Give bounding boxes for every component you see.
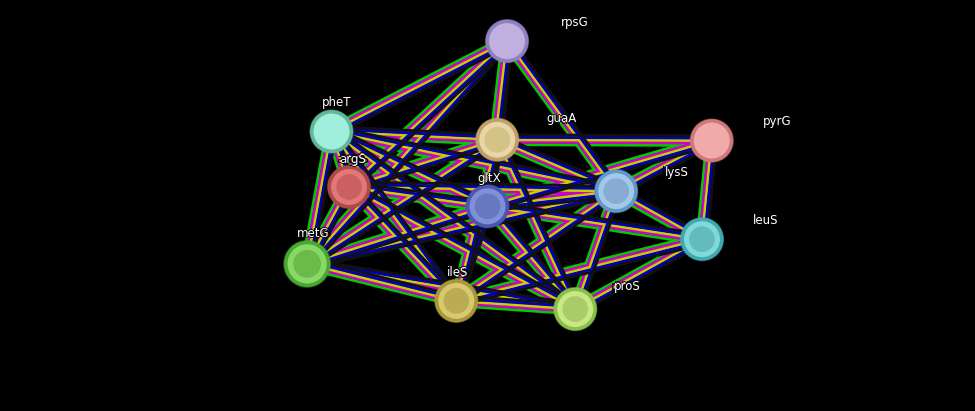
Text: lysS: lysS xyxy=(668,166,691,179)
Ellipse shape xyxy=(444,288,469,314)
Text: lysS: lysS xyxy=(665,167,688,180)
Text: leuS: leuS xyxy=(753,215,778,228)
Text: guaA: guaA xyxy=(546,112,576,125)
Text: pheT: pheT xyxy=(322,97,351,110)
Text: pheT: pheT xyxy=(322,96,351,109)
Text: proS: proS xyxy=(617,279,644,293)
Ellipse shape xyxy=(465,184,510,229)
Text: metG: metG xyxy=(294,227,327,240)
Text: pheT: pheT xyxy=(322,95,351,108)
Ellipse shape xyxy=(330,167,369,207)
Text: metG: metG xyxy=(297,226,330,239)
Ellipse shape xyxy=(293,250,321,278)
Ellipse shape xyxy=(312,112,351,151)
Text: proS: proS xyxy=(614,278,641,291)
Ellipse shape xyxy=(283,240,332,288)
Text: argS: argS xyxy=(336,152,364,166)
Text: lysS: lysS xyxy=(662,166,685,179)
Text: leuS: leuS xyxy=(753,214,778,227)
Text: ileS: ileS xyxy=(447,268,468,281)
Ellipse shape xyxy=(478,120,517,159)
Ellipse shape xyxy=(468,187,507,226)
Ellipse shape xyxy=(682,219,722,259)
Ellipse shape xyxy=(556,289,595,329)
Text: guaA: guaA xyxy=(543,112,573,125)
Text: rpsG: rpsG xyxy=(561,17,588,30)
Ellipse shape xyxy=(309,109,354,154)
Text: guaA: guaA xyxy=(546,113,576,127)
Ellipse shape xyxy=(689,118,734,163)
Text: pyrG: pyrG xyxy=(762,116,791,129)
Text: rpsG: rpsG xyxy=(561,14,588,28)
Text: gltX: gltX xyxy=(475,172,498,185)
Text: guaA: guaA xyxy=(546,111,576,124)
Ellipse shape xyxy=(286,242,329,285)
Text: pyrG: pyrG xyxy=(760,115,788,128)
Text: ileS: ileS xyxy=(447,266,468,279)
Ellipse shape xyxy=(594,169,639,213)
Text: guaA: guaA xyxy=(549,112,579,125)
Text: leuS: leuS xyxy=(750,214,775,227)
Text: pheT: pheT xyxy=(319,96,348,109)
Ellipse shape xyxy=(327,165,371,209)
Ellipse shape xyxy=(336,174,362,200)
Ellipse shape xyxy=(475,194,500,219)
Text: metG: metG xyxy=(297,228,330,241)
Text: ileS: ileS xyxy=(444,266,465,279)
Text: argS: argS xyxy=(339,151,367,164)
Text: rpsG: rpsG xyxy=(564,16,591,29)
Ellipse shape xyxy=(485,19,529,63)
Text: lysS: lysS xyxy=(665,166,688,179)
Text: metG: metG xyxy=(297,227,330,240)
Text: gltX: gltX xyxy=(478,173,501,186)
Text: rpsG: rpsG xyxy=(558,16,585,29)
Ellipse shape xyxy=(604,178,629,204)
Text: pyrG: pyrG xyxy=(762,114,791,127)
Text: metG: metG xyxy=(300,227,332,240)
Ellipse shape xyxy=(553,287,598,331)
Ellipse shape xyxy=(692,121,731,160)
Text: proS: proS xyxy=(614,279,641,293)
Ellipse shape xyxy=(689,226,715,252)
Ellipse shape xyxy=(485,127,510,152)
Text: argS: argS xyxy=(339,154,367,167)
Text: argS: argS xyxy=(342,152,370,166)
Ellipse shape xyxy=(680,217,724,261)
Text: proS: proS xyxy=(614,281,641,294)
Ellipse shape xyxy=(437,281,476,321)
Text: argS: argS xyxy=(339,152,367,166)
Text: pyrG: pyrG xyxy=(765,115,794,128)
Text: rpsG: rpsG xyxy=(561,16,588,29)
Text: ileS: ileS xyxy=(449,266,471,279)
Text: pyrG: pyrG xyxy=(762,115,791,128)
Ellipse shape xyxy=(597,171,636,211)
Text: lysS: lysS xyxy=(665,164,688,178)
Text: leuS: leuS xyxy=(756,214,781,227)
Text: gltX: gltX xyxy=(478,172,501,185)
Ellipse shape xyxy=(434,279,479,323)
Text: pheT: pheT xyxy=(325,96,354,109)
Text: gltX: gltX xyxy=(478,171,501,184)
Ellipse shape xyxy=(488,21,526,61)
Ellipse shape xyxy=(475,118,520,162)
Text: leuS: leuS xyxy=(753,212,778,226)
Text: ileS: ileS xyxy=(447,265,468,278)
Text: proS: proS xyxy=(611,279,638,293)
Text: gltX: gltX xyxy=(481,172,504,185)
Ellipse shape xyxy=(563,296,588,322)
